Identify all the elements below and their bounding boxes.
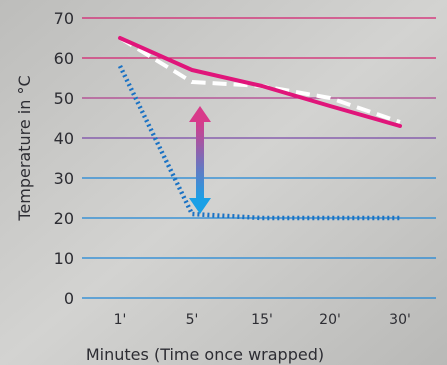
x-tick-labels: 1' 5' 15' 20' 30' bbox=[114, 312, 411, 328]
y-tick-label: 30 bbox=[54, 169, 74, 188]
series-line-dotted bbox=[117, 65, 400, 221]
double-arrow-shaft bbox=[196, 121, 204, 199]
y-axis-title: Temperature in °C bbox=[15, 75, 34, 221]
x-axis-title: Minutes (Time once wrapped) bbox=[86, 345, 324, 364]
y-tick-label: 50 bbox=[54, 89, 74, 108]
x-tick-label: 30' bbox=[389, 312, 411, 328]
double-arrow-head-down bbox=[189, 198, 211, 214]
double-arrow-head-up bbox=[189, 106, 211, 122]
x-tick-label: 1' bbox=[114, 312, 127, 328]
series-group bbox=[117, 36, 402, 221]
y-tick-label: 20 bbox=[54, 209, 74, 228]
y-tick-label: 70 bbox=[54, 9, 74, 28]
y-tick-label: 60 bbox=[54, 49, 74, 68]
y-tick-labels: 0 10 20 30 40 50 60 70 bbox=[54, 9, 74, 308]
y-tick-label: 10 bbox=[54, 249, 74, 268]
y-tick-label: 0 bbox=[64, 289, 74, 308]
x-tick-label: 20' bbox=[319, 312, 341, 328]
x-tick-label: 15' bbox=[251, 312, 273, 328]
y-tick-label: 40 bbox=[54, 129, 74, 148]
x-tick-label: 5' bbox=[186, 312, 199, 328]
annotation-group bbox=[189, 106, 211, 214]
